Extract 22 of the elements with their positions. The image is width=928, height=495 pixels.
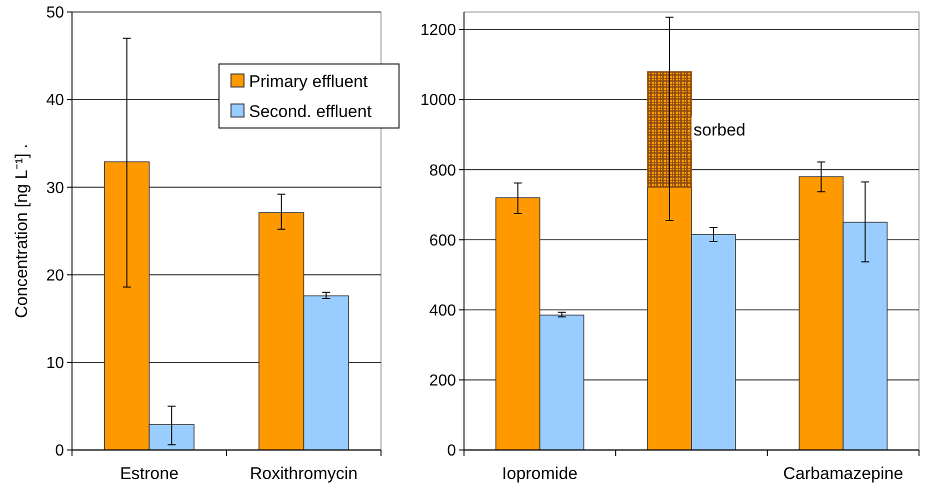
annotation: sorbed bbox=[694, 120, 746, 140]
y-tick-label: 20 bbox=[46, 267, 64, 284]
y-tick-label: 200 bbox=[429, 372, 456, 390]
y-tick-label: 0 bbox=[447, 442, 456, 460]
x-tick-label: Roxithromycin bbox=[250, 464, 358, 483]
legend-label: Second. effluent bbox=[249, 102, 372, 121]
y-axis-title: Concentration [ng L⁻¹] . bbox=[12, 144, 31, 318]
x-tick-label: Iopromide bbox=[502, 464, 578, 483]
legend-label: Primary effluent bbox=[249, 72, 368, 91]
y-tick-label: 10 bbox=[46, 355, 64, 372]
x-tick-label: Estrone bbox=[120, 464, 179, 483]
x-tick-label: Carbamazepine bbox=[783, 464, 904, 483]
y-tick-label: 1200 bbox=[420, 22, 456, 40]
y-tick-label: 40 bbox=[46, 92, 64, 110]
y-tick-label: 1000 bbox=[420, 92, 456, 110]
bar bbox=[647, 71, 692, 188]
y-tick-label: 800 bbox=[429, 162, 456, 180]
y-tick-label: 50 bbox=[46, 4, 64, 22]
y-tick-label: 400 bbox=[429, 302, 456, 320]
y-tick-label: 600 bbox=[429, 232, 456, 250]
y-tick-label: 0 bbox=[55, 442, 64, 460]
y-tick-label: 30 bbox=[46, 180, 64, 197]
